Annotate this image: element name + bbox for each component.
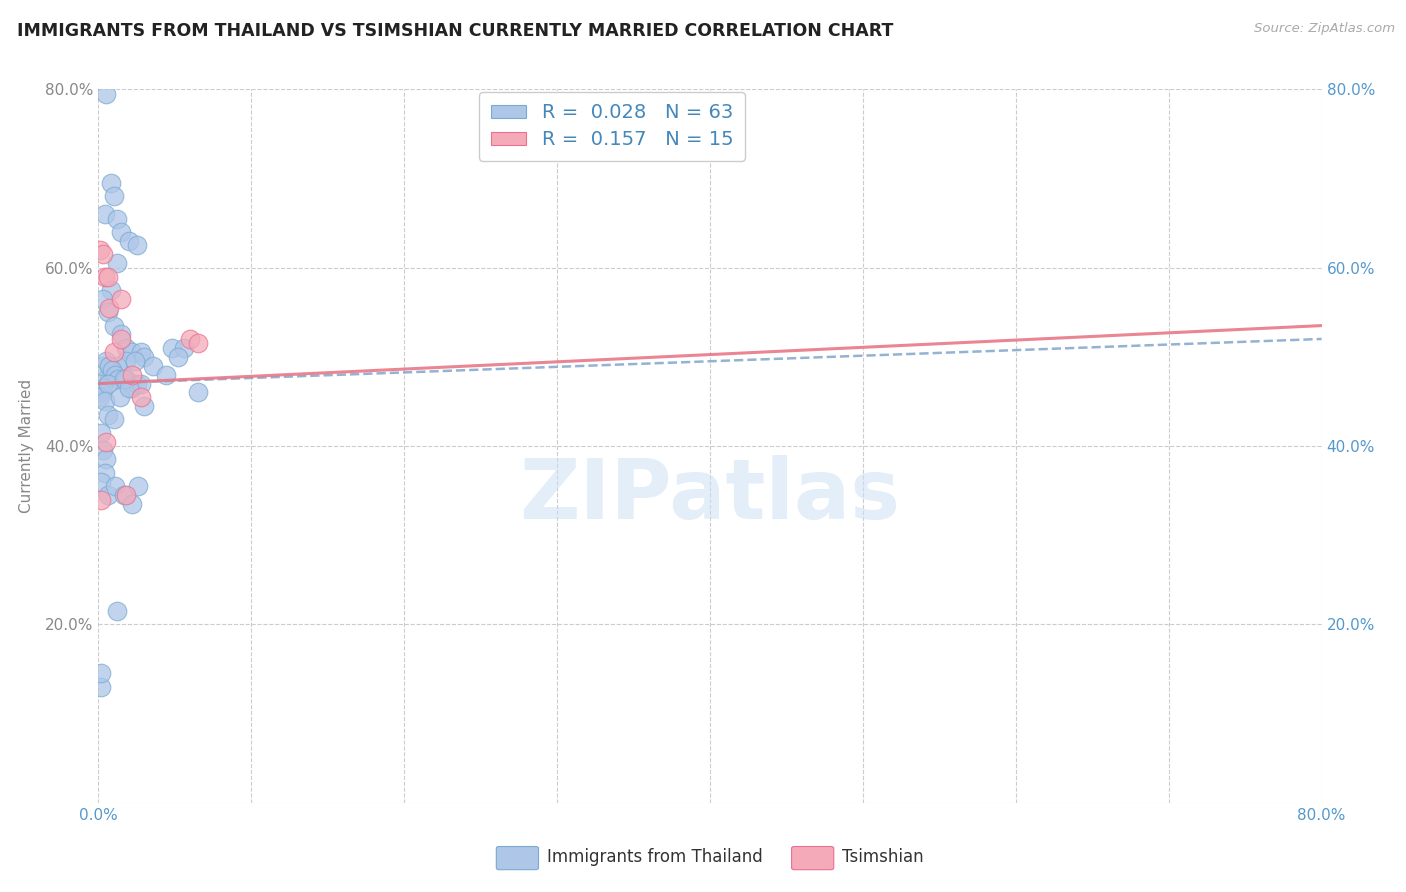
Point bbox=[121, 368, 143, 382]
Point bbox=[105, 256, 128, 270]
Point bbox=[94, 87, 117, 101]
Point bbox=[110, 225, 132, 239]
Point bbox=[134, 350, 156, 364]
Point bbox=[100, 176, 122, 190]
Point bbox=[134, 399, 156, 413]
Point bbox=[90, 425, 112, 440]
Point bbox=[98, 359, 121, 373]
Point bbox=[97, 376, 120, 391]
Point bbox=[103, 345, 125, 359]
Point bbox=[112, 488, 135, 502]
Point bbox=[93, 466, 115, 480]
Point bbox=[167, 350, 190, 364]
Text: Tsimshian: Tsimshian bbox=[842, 848, 924, 866]
Text: Source: ZipAtlas.com: Source: ZipAtlas.com bbox=[1254, 22, 1395, 36]
Point bbox=[160, 341, 183, 355]
Point bbox=[121, 345, 143, 359]
Point bbox=[97, 269, 120, 284]
Point bbox=[115, 354, 138, 368]
Point bbox=[91, 443, 114, 458]
Text: IMMIGRANTS FROM THAILAND VS TSIMSHIAN CURRENTLY MARRIED CORRELATION CHART: IMMIGRANTS FROM THAILAND VS TSIMSHIAN CU… bbox=[17, 22, 893, 40]
Point bbox=[91, 359, 114, 373]
Point bbox=[155, 368, 177, 382]
Point bbox=[103, 318, 125, 333]
Point bbox=[129, 345, 152, 359]
Point bbox=[105, 604, 128, 618]
Point bbox=[97, 408, 120, 422]
Point bbox=[107, 372, 129, 386]
Point bbox=[91, 292, 114, 306]
Point bbox=[94, 354, 117, 368]
Point bbox=[98, 301, 121, 315]
Point bbox=[142, 359, 165, 373]
Point bbox=[125, 238, 148, 252]
Y-axis label: Currently Married: Currently Married bbox=[18, 379, 34, 513]
Point bbox=[97, 488, 120, 502]
Point bbox=[118, 234, 141, 248]
Point bbox=[105, 211, 128, 226]
Point bbox=[89, 390, 111, 404]
Point bbox=[110, 332, 132, 346]
Point bbox=[90, 492, 112, 507]
Point bbox=[187, 336, 209, 351]
Point bbox=[118, 381, 141, 395]
Point bbox=[129, 376, 152, 391]
Point bbox=[100, 283, 122, 297]
Point bbox=[104, 368, 127, 382]
Point bbox=[94, 372, 117, 386]
Point bbox=[103, 412, 125, 426]
Point bbox=[91, 247, 114, 261]
Point bbox=[104, 479, 127, 493]
Text: ZIPatlas: ZIPatlas bbox=[520, 456, 900, 536]
Point bbox=[187, 385, 209, 400]
Text: Immigrants from Thailand: Immigrants from Thailand bbox=[547, 848, 762, 866]
Point bbox=[124, 354, 146, 368]
Point bbox=[90, 385, 112, 400]
Point bbox=[97, 305, 120, 319]
Point bbox=[93, 269, 115, 284]
Point bbox=[90, 666, 112, 681]
Point bbox=[98, 368, 121, 382]
Point bbox=[110, 327, 132, 342]
Point bbox=[110, 292, 132, 306]
Legend: R =  0.028   N = 63, R =  0.157   N = 15: R = 0.028 N = 63, R = 0.157 N = 15 bbox=[479, 92, 745, 161]
Point bbox=[93, 207, 115, 221]
Point bbox=[101, 363, 124, 377]
Point bbox=[127, 479, 149, 493]
Point bbox=[173, 341, 195, 355]
Point bbox=[115, 372, 138, 386]
Point bbox=[121, 381, 143, 395]
Point bbox=[179, 332, 201, 346]
Point bbox=[115, 341, 138, 355]
Point bbox=[115, 488, 138, 502]
Point bbox=[94, 452, 117, 467]
Point bbox=[94, 434, 117, 449]
Point bbox=[112, 372, 135, 386]
Point bbox=[91, 381, 114, 395]
Point bbox=[108, 390, 131, 404]
Point bbox=[129, 390, 152, 404]
Point bbox=[90, 680, 112, 694]
Point bbox=[105, 359, 128, 373]
Point bbox=[121, 497, 143, 511]
Point bbox=[89, 243, 111, 257]
Point bbox=[93, 394, 115, 409]
Point bbox=[103, 189, 125, 203]
Point bbox=[90, 475, 112, 489]
Point bbox=[125, 376, 148, 391]
